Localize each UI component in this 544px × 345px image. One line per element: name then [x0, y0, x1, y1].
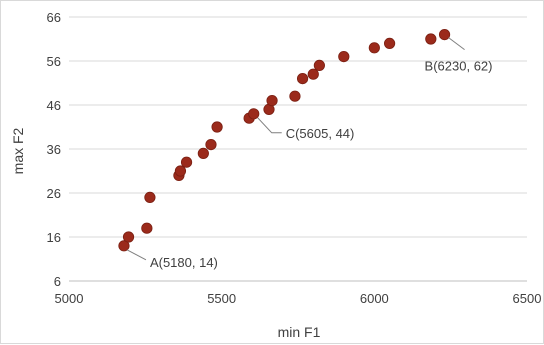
x-tick-label: 6500 [513, 291, 542, 306]
annotation-label: C(5605, 44) [286, 126, 355, 141]
x-tick-label: 6000 [360, 291, 389, 306]
y-tick-label: 56 [47, 54, 61, 69]
y-axis-title: max F2 [10, 127, 26, 174]
data-point [313, 59, 325, 72]
x-tick-label: 5500 [207, 291, 236, 306]
data-point [197, 147, 209, 159]
annotation-leader [448, 37, 465, 50]
data-points [118, 28, 451, 252]
y-tick-label: 6 [54, 274, 61, 289]
data-point [141, 222, 153, 234]
data-point [211, 121, 223, 133]
data-point [266, 95, 278, 107]
data-point [122, 231, 135, 243]
data-point [180, 156, 193, 168]
data-point [205, 139, 217, 151]
gridlines [69, 16, 527, 282]
annotation-leader [126, 249, 147, 261]
y-tick-label: 16 [47, 230, 61, 245]
data-point [248, 108, 260, 120]
data-point [338, 50, 350, 63]
data-point [289, 90, 301, 102]
data-point [368, 42, 380, 54]
x-tick-label: 5000 [55, 291, 84, 306]
data-point [425, 33, 437, 45]
annotation-label: B(6230, 62) [425, 59, 493, 74]
y-tick-label: 46 [47, 98, 61, 113]
data-point [307, 68, 319, 80]
annotation-leader [257, 117, 282, 134]
data-point [296, 73, 309, 85]
data-point [174, 165, 187, 177]
y-tick-label: 26 [47, 186, 61, 201]
data-point [118, 240, 130, 252]
x-axis-title: min F1 [278, 324, 321, 340]
y-axis: 6 16 26 36 46 56 66 [47, 10, 61, 289]
y-tick-label: 66 [47, 10, 61, 25]
data-point [438, 28, 451, 41]
x-axis: 5000 5500 6000 6500 [55, 280, 542, 306]
annotations: A(5180, 14) C(5605, 44) B(6230, 62) [126, 37, 493, 270]
data-point [383, 37, 396, 50]
y-tick-label: 36 [47, 142, 61, 157]
annotation-label: A(5180, 14) [150, 255, 218, 270]
data-point [144, 191, 156, 203]
